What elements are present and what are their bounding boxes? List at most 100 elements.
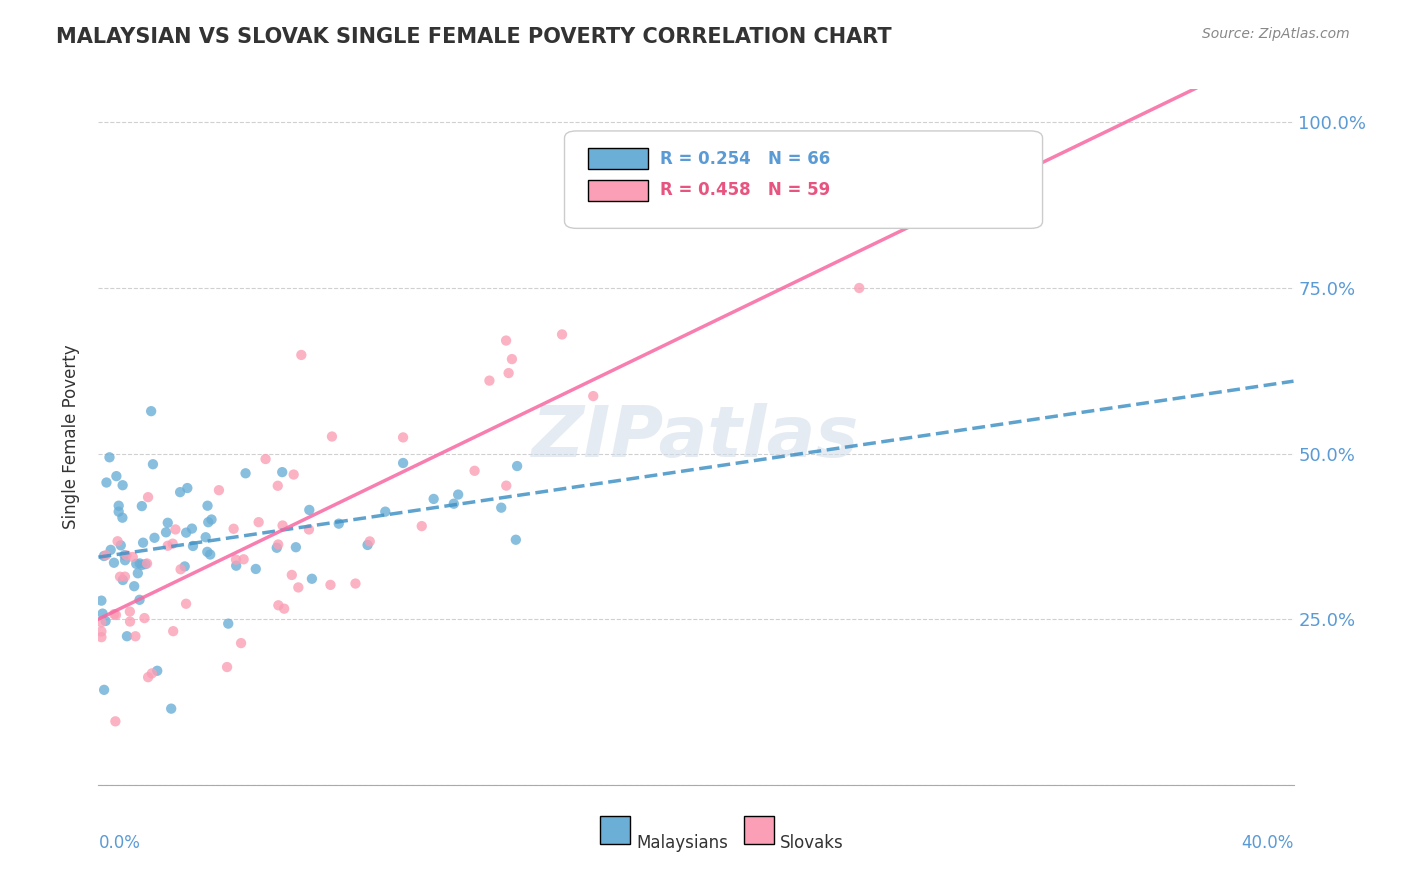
Point [136,670,159,684]
Point [217,616,239,631]
Point [173,559,195,574]
Point [162,536,184,550]
Point [115,549,138,563]
Point [235,467,257,481]
Point [141,666,163,681]
Point [174,525,197,540]
Point [374,505,396,519]
Point [229,636,252,650]
Text: Malaysians: Malaysians [637,834,728,852]
Point [359,534,381,549]
Point [134,557,156,571]
Point [111,573,134,587]
Point [104,714,127,729]
FancyBboxPatch shape [589,148,648,169]
Point [195,545,218,559]
Point [501,352,523,367]
Point [506,458,529,473]
Point [321,429,343,443]
Text: 40.0%: 40.0% [1241,834,1294,852]
Point [93,682,115,697]
Point [142,457,165,471]
Point [128,592,150,607]
Point [107,534,129,549]
Point [146,664,169,678]
Point [411,519,433,533]
Point [108,570,131,584]
Point [283,467,305,482]
Text: Slovaks: Slovaks [779,834,844,852]
Text: R = 0.458   N = 59: R = 0.458 N = 59 [661,181,831,199]
Point [247,515,270,529]
Point [298,523,321,537]
Point [447,487,470,501]
FancyBboxPatch shape [589,179,648,201]
Point [200,512,222,526]
Point [127,566,149,581]
FancyBboxPatch shape [600,816,630,844]
Point [290,348,312,362]
Point [90,630,112,644]
Point [136,490,159,504]
Point [551,327,574,342]
Point [176,481,198,495]
Point [94,548,117,562]
Point [107,505,129,519]
Point [267,599,290,613]
Point [111,510,134,524]
Point [141,404,163,418]
Point [103,556,125,570]
Point [128,557,150,571]
Point [124,629,146,643]
Point [121,549,143,564]
Point [422,491,444,506]
Point [478,374,501,388]
Point [143,531,166,545]
Point [90,624,112,639]
Point [181,539,204,553]
Point [271,465,294,479]
Point [136,557,159,571]
Point [443,497,465,511]
Point [392,456,415,470]
FancyBboxPatch shape [744,816,773,844]
Point [134,611,156,625]
Point [464,464,486,478]
Point [131,499,153,513]
Point [104,607,127,622]
Point [103,607,125,621]
Point [208,483,231,498]
Point [105,469,128,483]
Point [498,366,520,380]
Point [495,334,517,348]
Point [174,597,197,611]
Point [114,553,136,567]
Y-axis label: Single Female Poverty: Single Female Poverty [62,345,80,529]
Point [200,548,222,562]
Point [125,557,148,571]
Point [169,562,191,576]
Point [225,558,247,573]
Point [91,607,114,621]
Point [222,522,245,536]
Text: ZIPatlas: ZIPatlas [533,402,859,472]
Text: 0.0%: 0.0% [98,834,141,852]
Point [94,614,117,628]
Point [254,452,277,467]
Point [392,430,415,444]
Point [96,475,118,490]
Point [118,605,141,619]
Point [298,503,321,517]
Text: MALAYSIAN VS SLOVAK SINGLE FEMALE POVERTY CORRELATION CHART: MALAYSIAN VS SLOVAK SINGLE FEMALE POVERT… [56,27,891,46]
Point [491,500,513,515]
Point [505,533,527,547]
Point [156,539,179,553]
Point [169,485,191,500]
Point [132,535,155,549]
Point [267,479,290,493]
Point [328,516,350,531]
Text: Source: ZipAtlas.com: Source: ZipAtlas.com [1202,27,1350,41]
Point [273,601,295,615]
Point [281,568,304,582]
Point [156,516,179,530]
